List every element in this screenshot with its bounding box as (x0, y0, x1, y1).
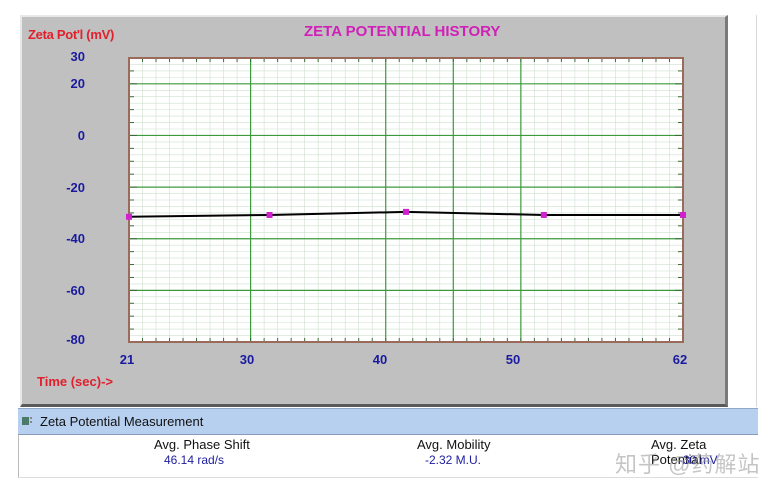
y-tick: -20 (66, 180, 85, 195)
y-tick: -60 (66, 283, 85, 298)
zeta-potential-label: Avg. Zeta Potential (651, 437, 707, 467)
x-tick: 21 (119, 352, 135, 367)
x-tick: 62 (672, 352, 688, 367)
y-tick: -80 (66, 332, 85, 347)
panel-title: Zeta Potential Measurement (40, 414, 204, 429)
y-tick: 30 (70, 49, 85, 64)
results-panel: Avg. Phase Shift 46.14 rad/s Avg. Mobili… (18, 435, 758, 478)
zeta-potential-value: -30 mV (679, 453, 718, 467)
y-axis-label: Zeta Pot'l (mV) (28, 27, 114, 42)
y-tick: 20 (70, 76, 85, 91)
measurement-panel-header: Zeta Potential Measurement (18, 408, 758, 435)
x-axis-label: Time (sec)-> (37, 374, 113, 389)
x-tick: 50 (505, 352, 521, 367)
y-tick: 0 (77, 128, 85, 143)
right-pane (729, 15, 757, 407)
phase-shift-value: 46.14 rad/s (164, 453, 225, 467)
mobility-label: Avg. Mobility (417, 437, 491, 452)
chart-title: ZETA POTENTIAL HISTORY (304, 23, 501, 40)
x-tick: 30 (239, 352, 255, 367)
phase-shift-label: Avg. Phase Shift (154, 437, 250, 452)
window-icon (22, 417, 32, 425)
y-tick: -40 (66, 231, 85, 246)
watermark: 知乎 @药解站 (615, 452, 761, 477)
plot-area (126, 57, 686, 343)
mobility-value: -2.32 M.U. (425, 453, 482, 467)
x-tick: 40 (372, 352, 388, 367)
